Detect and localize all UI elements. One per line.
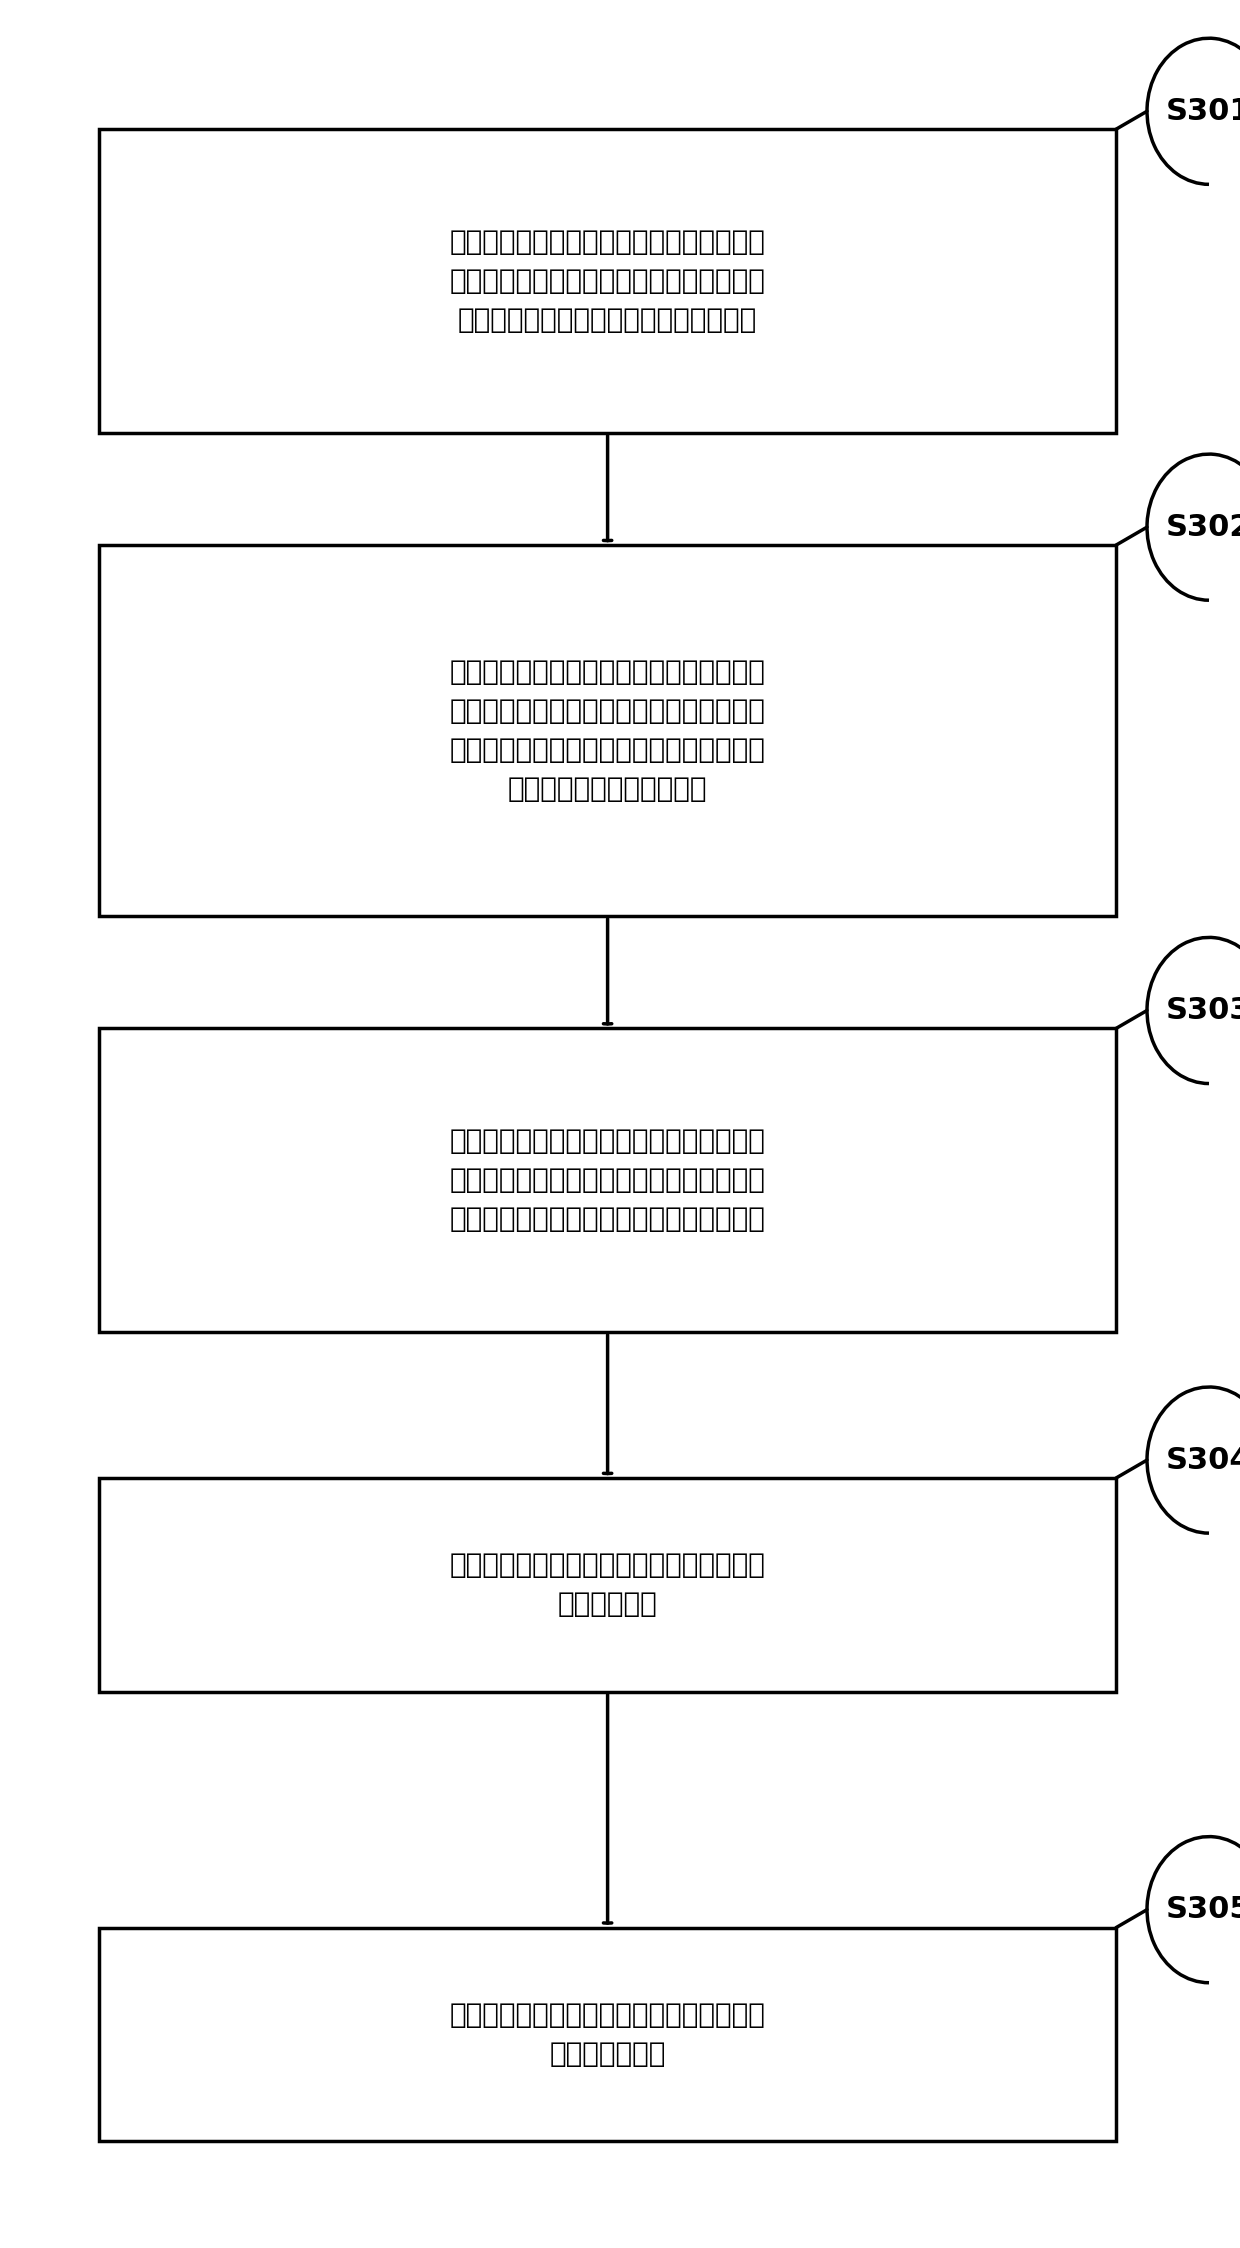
Bar xyxy=(99,544,1116,917)
Text: 计算第一分数值、第二分数值以及第三分数
值的第一和值: 计算第一分数值、第二分数值以及第三分数 值的第一和值 xyxy=(450,1551,765,1619)
Bar xyxy=(99,1030,1116,1331)
Text: S304: S304 xyxy=(1166,1445,1240,1475)
Text: S301: S301 xyxy=(1166,97,1240,126)
Text: 将第一和值作为移动终端已连接过的无线接
入点的性能指标: 将第一和值作为移动终端已连接过的无线接 入点的性能指标 xyxy=(450,2001,765,2068)
Bar xyxy=(99,1927,1116,2140)
Text: S303: S303 xyxy=(1167,996,1240,1025)
Text: 从预先存储的第二记录表中，查询用于表征
用户对移动终端已连接过的无线接入点的连
接次数的第二分数值，以及移动终端已连接
过的无线接入点的信道频率: 从预先存储的第二记录表中，查询用于表征 用户对移动终端已连接过的无线接入点的连 … xyxy=(450,659,765,803)
Text: S302: S302 xyxy=(1167,513,1240,542)
Bar xyxy=(99,130,1116,432)
Text: 根据预先存储的无线接入点的信道频率与分
数值的对应关系，获取与移动终端已连接过
的无线接入点的信道频率对应的第三分数值: 根据预先存储的无线接入点的信道频率与分 数值的对应关系，获取与移动终端已连接过 … xyxy=(450,1126,765,1234)
Text: 根据移动终端已连接过的无线接入点的信号
强度，计算得到用于表征移动终端已连接过
的无线接入点的性能指标的第一分数值。: 根据移动终端已连接过的无线接入点的信号 强度，计算得到用于表征移动终端已连接过 … xyxy=(450,227,765,335)
Text: S305: S305 xyxy=(1166,1895,1240,1924)
Bar xyxy=(99,1479,1116,1690)
